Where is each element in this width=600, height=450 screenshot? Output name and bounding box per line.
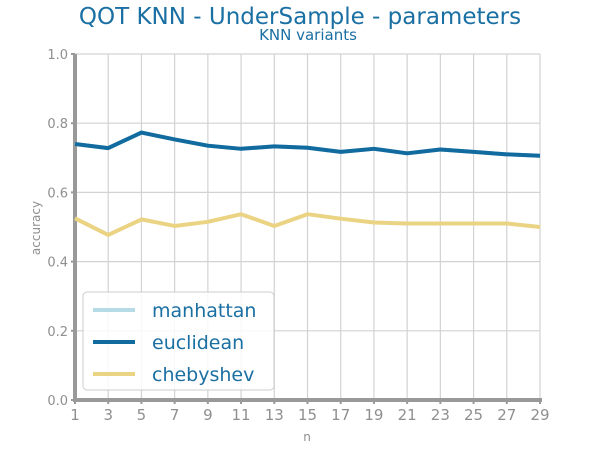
legend-label-chebyshev: chebyshev (152, 364, 254, 386)
y-tick-label: 0.8 (47, 117, 68, 132)
legend-label-manhattan: manhattan (152, 300, 256, 322)
x-tick-label: 7 (170, 406, 180, 424)
chart-title: QOT KNN - UnderSample - parameters (78, 4, 522, 30)
x-tick-label: 11 (232, 406, 251, 424)
y-tick-label: 0.0 (47, 394, 68, 409)
x-tick-label: 9 (203, 406, 213, 424)
legend-label-euclidean: euclidean (152, 332, 244, 354)
x-tick-label: 5 (137, 406, 147, 424)
y-tick-label: 0.6 (47, 186, 68, 201)
x-tick-label: 15 (298, 406, 317, 424)
y-tick-label: 0.4 (47, 256, 68, 271)
x-tick-label: 21 (398, 406, 417, 424)
x-tick-label: 25 (464, 406, 483, 424)
x-tick-label: 29 (530, 406, 549, 424)
x-tick-label: 3 (103, 406, 113, 424)
tick-labels: 0.00.20.40.60.81.01 3 5 7 9 11 13 15 17 19 21 23 25 2… (47, 48, 549, 424)
series-line-chebyshev (74, 212, 541, 237)
x-tick-label: 27 (497, 406, 516, 424)
legend: manhattan euclidean chebyshev (82, 291, 275, 391)
series-lines (74, 130, 541, 237)
y-tick-label: 1.0 (47, 48, 68, 63)
series-line-euclidean (74, 130, 541, 158)
x-tick-label: 13 (265, 406, 284, 424)
x-tick-label: 19 (364, 406, 383, 424)
x-tick-label: 17 (331, 406, 350, 424)
x-tick-label: 1 (70, 406, 80, 424)
y-tick-label: 0.2 (47, 325, 68, 340)
chart-subtitle: KNN variants (259, 26, 357, 44)
y-axis-label: accuracy (29, 201, 43, 255)
legend-box (82, 291, 275, 391)
x-axis-label: n (303, 430, 311, 444)
x-tick-label: 23 (431, 406, 450, 424)
